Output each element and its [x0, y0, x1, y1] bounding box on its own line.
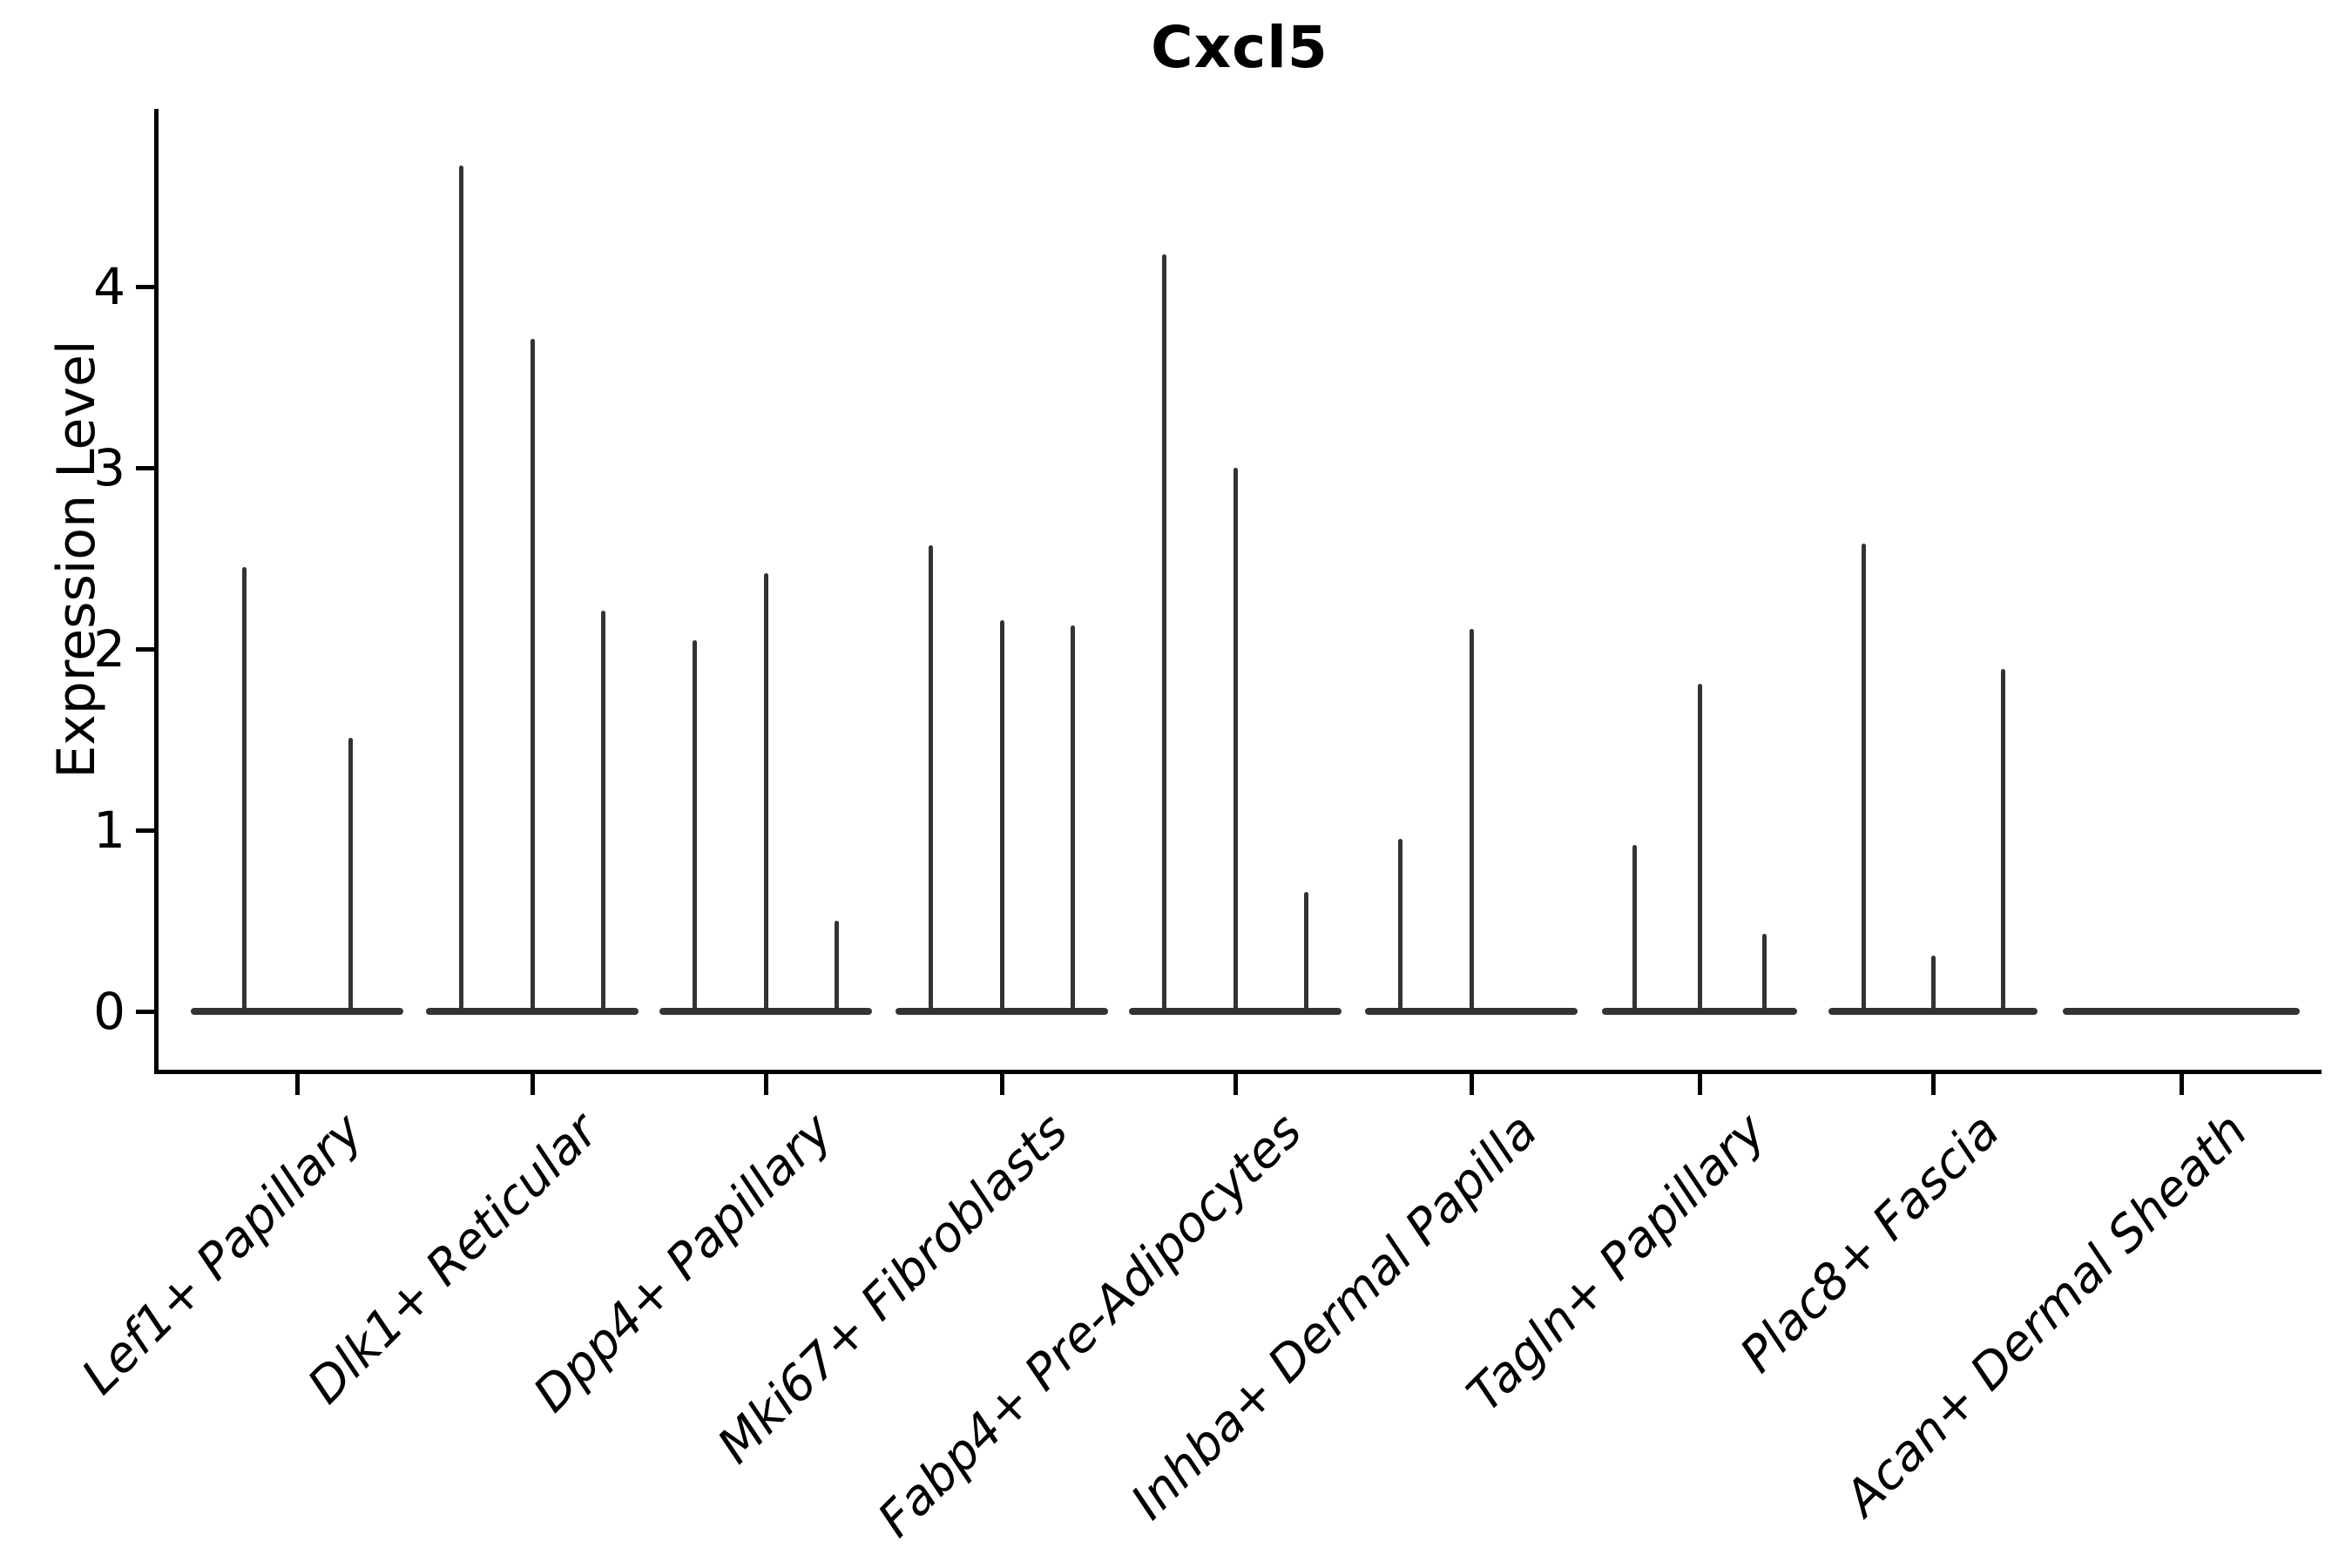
violin-base [1129, 1008, 1342, 1015]
chart-title: Cxcl5 [1151, 14, 1328, 81]
violin-needle [241, 567, 247, 1011]
violin-needle [1233, 468, 1238, 1011]
violin-needle [1697, 683, 1702, 1011]
violin-needle [2000, 668, 2005, 1011]
x-tick-mark [1697, 1074, 1702, 1095]
x-tick-mark [763, 1074, 768, 1095]
violin-needle [693, 639, 698, 1011]
violin-base [1365, 1008, 1578, 1015]
violin-needle [459, 165, 464, 1011]
x-tick-label: Fabp4+ Pre-Adipocytes [867, 1102, 1313, 1549]
violin-needle [1469, 629, 1474, 1011]
y-tick-label: 2 [93, 619, 125, 679]
y-tick-label: 4 [93, 257, 125, 316]
y-tick-mark [136, 646, 155, 652]
x-tick-mark [1233, 1074, 1238, 1095]
violin-needle [1632, 844, 1637, 1011]
x-tick-mark [530, 1074, 535, 1095]
violin-needle [348, 737, 353, 1011]
violin-needle [1762, 933, 1767, 1011]
violin-needle [763, 572, 768, 1011]
y-tick-label: 1 [93, 801, 125, 860]
violin-needle [1070, 625, 1075, 1011]
x-tick-mark [999, 1074, 1004, 1095]
x-tick-label: Inhba+ Dermal Papilla [1120, 1102, 1549, 1531]
x-tick-mark [1469, 1074, 1474, 1095]
violin-needle [1162, 253, 1167, 1011]
violin-needle [1930, 955, 1936, 1011]
x-tick-mark [2179, 1074, 2184, 1095]
violin-base [1828, 1008, 2038, 1015]
y-axis-label: Expression Level [46, 340, 107, 779]
x-tick-mark [1930, 1074, 1936, 1095]
x-axis-spine [154, 1070, 2322, 1074]
y-tick-mark [136, 1009, 155, 1014]
violin-base [426, 1008, 639, 1015]
y-tick-mark [136, 284, 155, 289]
violin-needle [1303, 891, 1308, 1011]
violin-base [191, 1008, 403, 1015]
violin-needle [600, 611, 605, 1011]
violin-needle [834, 921, 839, 1011]
y-tick-mark [136, 465, 155, 470]
violin-needle [999, 619, 1004, 1011]
violin-base [659, 1008, 872, 1015]
x-tick-label: Acan+ Dermal Sheath [1834, 1102, 2259, 1527]
y-tick-mark [136, 828, 155, 833]
violin-base [1602, 1008, 1797, 1015]
x-tick-mark [294, 1074, 300, 1095]
violin-needle [1861, 544, 1866, 1011]
violin-needle [929, 545, 934, 1011]
y-tick-label: 0 [93, 982, 125, 1041]
violin-needle [530, 339, 535, 1011]
violin-needle [1398, 839, 1403, 1011]
violin-base [2063, 1008, 2300, 1015]
y-axis-spine [154, 109, 159, 1074]
violin-base [896, 1008, 1108, 1015]
y-tick-label: 3 [93, 438, 125, 497]
